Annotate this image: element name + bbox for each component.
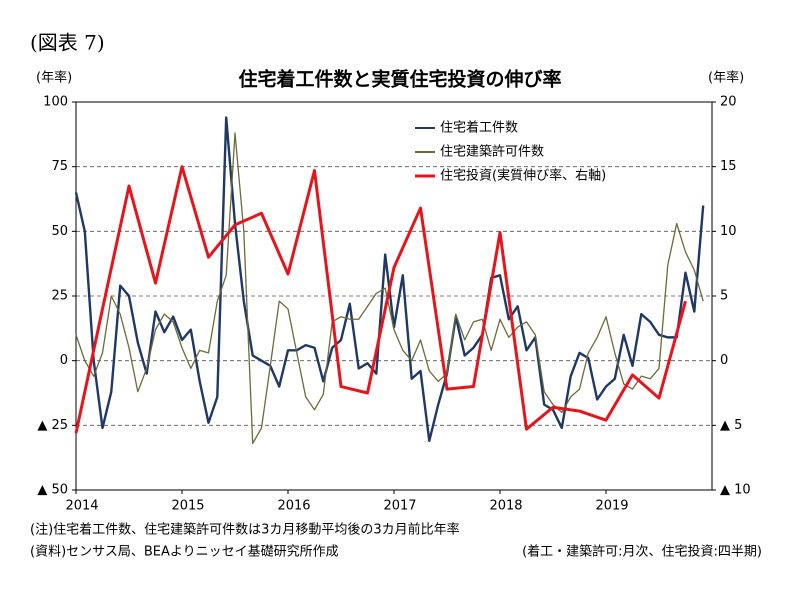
figure-label: (図表 7) (30, 31, 105, 55)
y-axis-label: (年率) (36, 70, 72, 86)
y-tick-label: ▲ 25 (37, 418, 68, 433)
y2-tick-label: 0 (720, 353, 728, 368)
y-tick-label: 50 (51, 224, 68, 239)
y2-axis-label: (年率) (708, 70, 744, 86)
note: (資料)センサス局、BEAよりニッセイ基礎研究所作成 (30, 545, 339, 560)
legend-label: 住宅着工件数 (440, 120, 518, 136)
series-line (74, 165, 687, 434)
y2-tick-label: 15 (720, 159, 737, 174)
series-line (75, 132, 704, 445)
note: (注)住宅着工件数、住宅建築許可件数は3カ月移動平均後の3カ月前比年率 (30, 522, 460, 538)
y-tick-label: 0 (60, 353, 68, 368)
chart-title: 住宅着工件数と実質住宅投資の伸び率 (238, 68, 561, 91)
legend-label: 住宅投資(実質伸び率、右軸) (440, 168, 606, 184)
y2-tick-label: 10 (720, 224, 737, 239)
x-tick-label: 2018 (489, 499, 522, 514)
x-tick-label: 2015 (171, 499, 204, 514)
x-tick-label: 2014 (65, 499, 98, 514)
y-tick-label: 100 (43, 95, 68, 110)
y-tick-label: 75 (51, 159, 68, 174)
x-tick-label: 2016 (277, 499, 310, 514)
plot-frame (75, 101, 713, 491)
series-line (74, 116, 705, 443)
y2-tick-label: 5 (720, 289, 728, 304)
frequency-note: (着工・建築許可:月次、住宅投資:四半期) (522, 544, 762, 560)
legend-label: 住宅建築許可件数 (440, 145, 544, 160)
y-tick-label: 25 (51, 289, 68, 304)
y2-tick-label: ▲ 10 (720, 483, 751, 498)
y-tick-label: ▲ 50 (37, 483, 68, 498)
y2-tick-label: ▲ 5 (720, 418, 742, 433)
x-tick-label: 2017 (383, 499, 416, 514)
y2-tick-label: 20 (720, 95, 737, 110)
x-tick-label: 2019 (595, 499, 628, 514)
